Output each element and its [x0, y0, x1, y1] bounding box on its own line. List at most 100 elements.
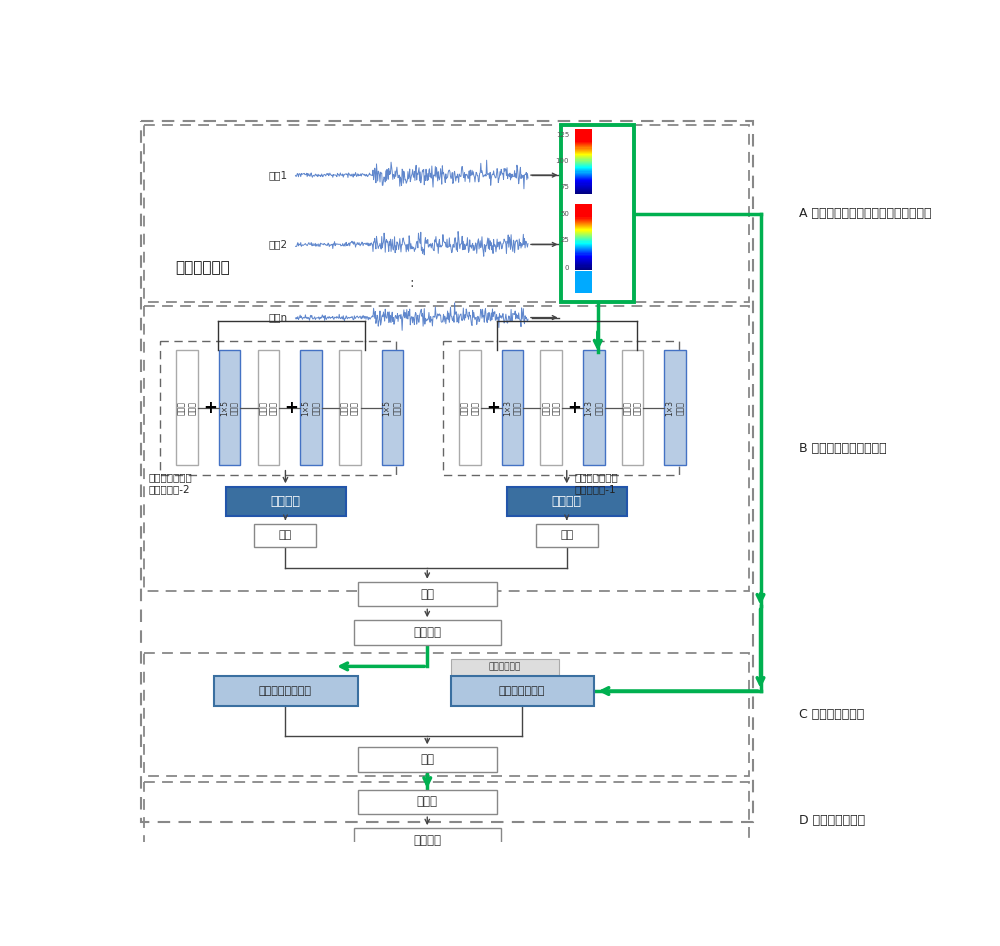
Bar: [664, 350, 686, 465]
Bar: [443, 341, 679, 476]
Bar: [540, 350, 562, 465]
Bar: [574, 158, 592, 160]
Bar: [574, 269, 592, 270]
Bar: [574, 164, 592, 165]
Bar: [574, 150, 592, 151]
Bar: [574, 143, 592, 144]
Bar: [144, 653, 749, 776]
Bar: [574, 232, 592, 233]
Bar: [574, 186, 592, 188]
Bar: [574, 129, 592, 130]
Text: 全连接层: 全连接层: [413, 626, 441, 639]
Bar: [574, 246, 592, 247]
Bar: [536, 524, 598, 547]
Bar: [574, 226, 592, 227]
Bar: [339, 350, 361, 465]
Bar: [300, 350, 322, 465]
Text: 池化: 池化: [560, 531, 573, 540]
Text: 输入特
征一维: 输入特 征一维: [259, 401, 278, 414]
Text: 输入特
征一维: 输入特 征一维: [177, 401, 197, 414]
Bar: [574, 268, 592, 269]
Bar: [574, 132, 592, 133]
Bar: [574, 193, 592, 194]
Bar: [574, 141, 592, 142]
Text: 输入特
征一维: 输入特 征一维: [340, 401, 359, 414]
Text: 输入特
征一维: 输入特 征一维: [460, 401, 480, 414]
Bar: [176, 350, 198, 465]
Bar: [160, 341, 396, 476]
Bar: [382, 350, 403, 465]
Text: 跨链接多尺寸多
核卷积网络-2: 跨链接多尺寸多 核卷积网络-2: [148, 472, 192, 494]
Bar: [574, 235, 592, 236]
Bar: [574, 208, 592, 209]
Bar: [574, 249, 592, 250]
Bar: [574, 255, 592, 256]
Text: 1×5
卷积层: 1×5 卷积层: [220, 399, 239, 415]
Text: 检测结果: 检测结果: [413, 834, 441, 847]
Bar: [574, 167, 592, 168]
Bar: [140, 121, 753, 822]
Bar: [574, 240, 592, 241]
Bar: [574, 154, 592, 155]
Bar: [507, 487, 627, 517]
Bar: [574, 216, 592, 217]
Bar: [574, 130, 592, 131]
Bar: [574, 260, 592, 261]
Text: 1×3
卷积层: 1×3 卷积层: [503, 399, 522, 415]
Bar: [574, 131, 592, 132]
Bar: [574, 238, 592, 239]
Bar: [574, 184, 592, 185]
Text: 1×5
卷积层: 1×5 卷积层: [383, 399, 402, 415]
Bar: [574, 136, 592, 138]
Bar: [574, 177, 592, 178]
Bar: [574, 178, 592, 179]
Text: +: +: [285, 398, 299, 416]
Text: 跨通道脑电依存: 跨通道脑电依存: [499, 686, 545, 696]
Bar: [574, 144, 592, 146]
Bar: [574, 175, 592, 176]
Bar: [574, 133, 592, 134]
Bar: [574, 182, 592, 183]
Text: 跨链接多尺寸多
核卷积网络-1: 跨链接多尺寸多 核卷积网络-1: [574, 472, 618, 494]
Bar: [574, 146, 592, 147]
Text: 1×5
卷积层: 1×5 卷积层: [301, 399, 321, 415]
Bar: [574, 212, 592, 213]
Bar: [574, 259, 592, 260]
Bar: [574, 153, 592, 154]
Text: 通道2: 通道2: [269, 239, 288, 250]
Bar: [574, 266, 592, 267]
Bar: [574, 258, 592, 259]
Text: 分类器: 分类器: [417, 796, 438, 809]
Bar: [574, 256, 592, 258]
Bar: [144, 306, 749, 591]
Bar: [459, 350, 481, 465]
Bar: [574, 176, 592, 177]
Bar: [574, 185, 592, 186]
Bar: [574, 163, 592, 164]
Bar: [574, 253, 592, 254]
Bar: [574, 206, 592, 208]
Bar: [574, 147, 592, 148]
Bar: [450, 675, 594, 707]
Text: 通道1: 通道1: [269, 170, 288, 180]
Bar: [574, 228, 592, 230]
Bar: [574, 188, 592, 189]
Bar: [144, 782, 749, 859]
Bar: [574, 224, 592, 225]
Bar: [574, 135, 592, 136]
Bar: [574, 171, 592, 172]
Bar: [574, 219, 592, 220]
Bar: [574, 264, 592, 266]
Bar: [574, 183, 592, 184]
Text: 1×3
卷积层: 1×3 卷积层: [584, 399, 604, 415]
Text: +: +: [486, 398, 500, 416]
Bar: [574, 239, 592, 240]
Bar: [574, 237, 592, 238]
Bar: [574, 220, 592, 221]
Bar: [574, 192, 592, 193]
Bar: [574, 189, 592, 190]
Bar: [574, 267, 592, 268]
Bar: [574, 151, 592, 153]
Text: 25: 25: [560, 236, 569, 243]
Bar: [358, 790, 497, 815]
